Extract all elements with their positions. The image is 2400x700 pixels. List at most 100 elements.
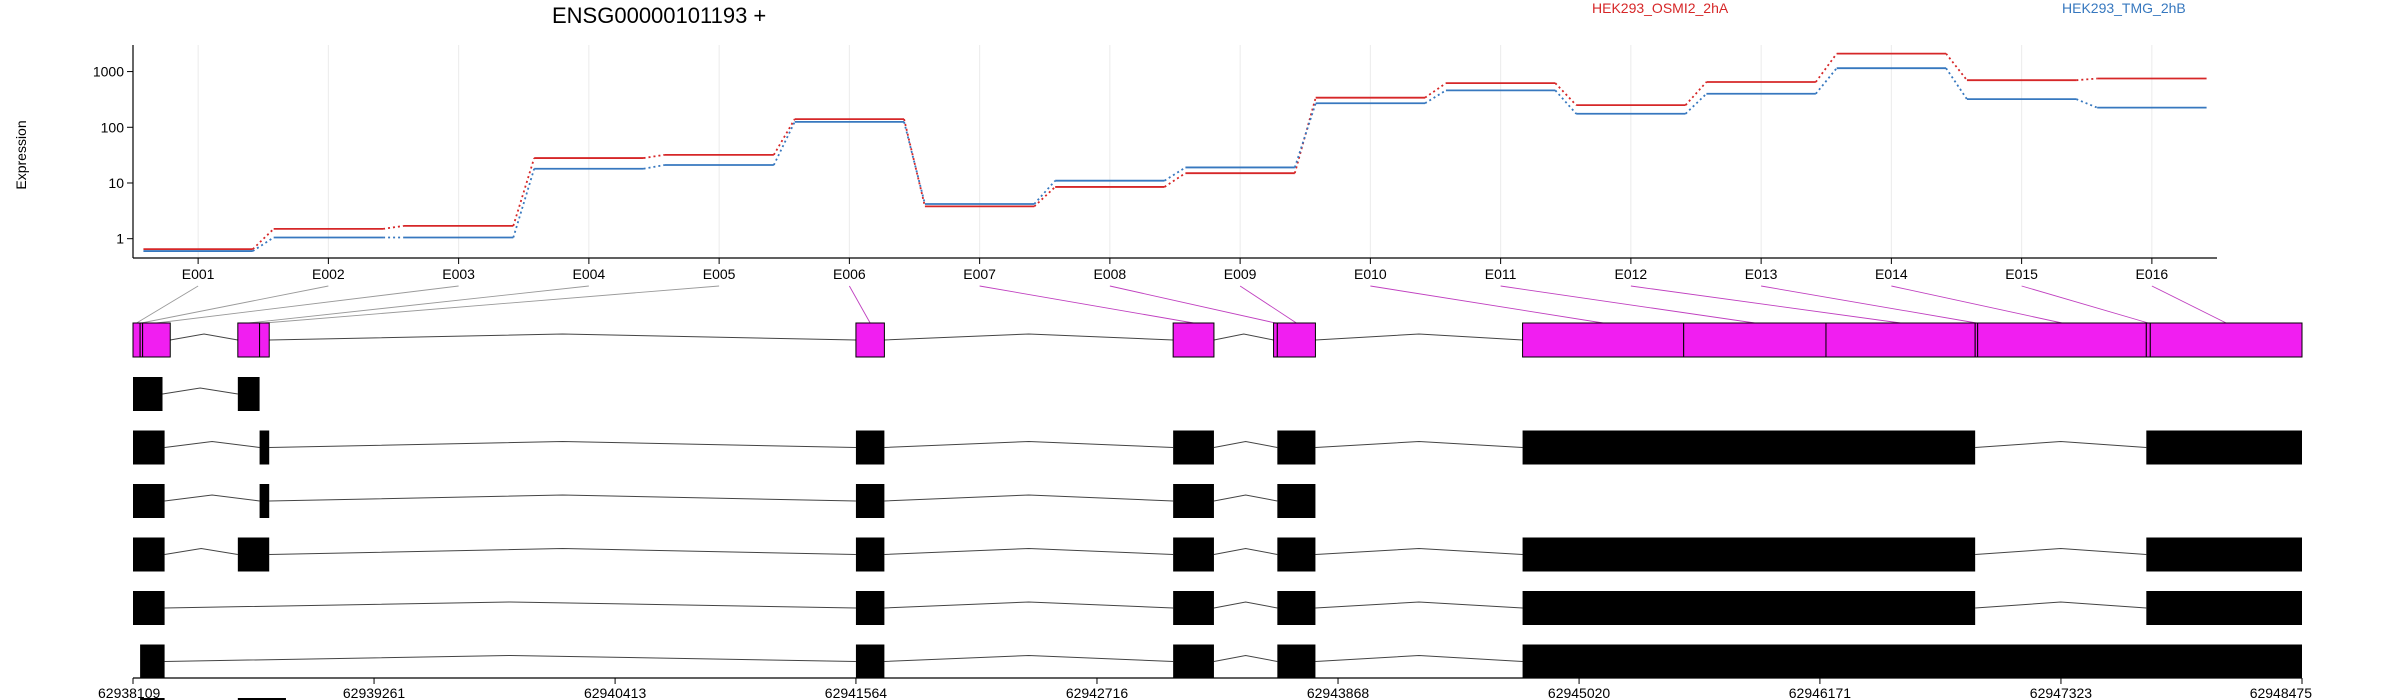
gene-model-exon-e005 [259,322,270,358]
gene-model-exon-e004 [237,322,261,358]
chart-title: ENSG00000101193 + [552,3,766,28]
gene-model-intron-2 [269,333,856,341]
y-tick-label-1: 1 [116,231,124,247]
genomic-tick-label-2: 62939261 [343,685,406,700]
connector-e003 [156,285,459,324]
transcript-2-intron-4 [1213,440,1278,448]
transcript-2-intron-1 [164,440,260,448]
y-tick-label-100: 100 [101,119,125,135]
x-gridlines [197,45,2153,258]
transcript-6-intron-3 [1213,654,1278,662]
series-2 [143,67,2207,252]
transcript-4-exon-5 [1277,537,1316,572]
series-1-link-5 [773,118,796,156]
x-tick-label-e009: E009 [1224,266,1257,282]
transcript-3-exon-4 [1173,484,1214,518]
transcript-2-exon-2 [259,430,270,465]
transcript-3-exon-5 [1277,484,1316,518]
legend-entry-tmg: HEK293_TMG_2hB [2062,0,2186,16]
transcript-2-exon-5 [1277,430,1316,465]
transcript-2-exon-7 [2146,430,2302,465]
series-2-link-9 [1293,102,1317,168]
x-tick-label-e012: E012 [1615,266,1648,282]
transcript-6-intron-4 [1315,654,1523,662]
series-1-link-11 [1554,82,1577,106]
genomic-tick-label-1: 62938109 [98,685,161,700]
transcript-6-exon-2 [855,644,885,679]
transcript-2-intron-5 [1315,440,1523,448]
gene-model-exon-e001 [132,322,141,358]
y-tick-label-1000: 1000 [93,64,124,80]
gene-model-exon-e015 [2145,322,2151,358]
gene-model-intron-1 [170,333,238,341]
transcript-6-exon-1 [140,644,165,679]
series-1-link-15 [2076,77,2098,82]
x-tick-label-e011: E011 [1485,266,1517,282]
genomic-tick-label-9: 62947323 [2030,685,2093,700]
transcript-6-exon-5 [1522,644,2302,679]
series-1-link-4 [643,153,665,159]
transcript-5-exon-6 [2146,591,2302,625]
transcript-7-exon-1 [140,698,165,700]
transcript-6-intron-1 [164,654,856,662]
series-2-link-6 [903,121,926,205]
genomic-tick-label-4: 62941564 [825,685,888,700]
series-1-link-3 [512,157,536,227]
x-tick-label-e016: E016 [2136,266,2169,282]
transcript-2-exon-3 [855,430,885,465]
transcript-4-exon-2 [237,537,270,572]
transcript-5-intron-5 [1975,601,2147,609]
transcript-2-exon-6 [1522,430,1976,465]
x-axis: E001 E002 E003 E004 E005 E006 E007 E008 E009 E010… [182,258,2169,282]
gene-model-intron-3 [884,333,1174,341]
transcript-2-intron-6 [1975,440,2147,448]
series-2-link-7 [1033,180,1056,205]
x-tick-label-e003: E003 [442,266,475,282]
x-tick-label-e013: E013 [1745,266,1778,282]
genomic-axis: 62938109 62939261 62940413 62941564 62942716… [98,678,2312,700]
y-tick-label-10: 10 [108,175,124,191]
transcript-4-exon-1 [133,537,165,572]
transcript-tracks [133,377,2302,700]
transcript-5-exon-4 [1277,591,1316,625]
series-1-link-12 [1684,81,1708,106]
transcript-3-exon-1 [133,484,165,518]
x-tick-label-e014: E014 [1875,266,1908,282]
transcript-5-intron-2 [884,601,1174,609]
connector-e010 [1370,285,1604,324]
series-2-link-4 [643,164,665,170]
y-axis: 1 10 100 1000 [93,64,133,247]
connector-e007 [979,285,1194,324]
gene-model-exon-e003 [142,322,171,358]
genomic-tick-label-8: 62946171 [1789,685,1852,700]
gene-model-intron-4 [1213,333,1274,341]
gene-model-exon-e008 [1273,322,1278,358]
transcript-2-exon-4 [1173,430,1214,465]
genomic-tick-label-7: 62945020 [1548,685,1611,700]
transcript-3-exon-3 [855,484,885,518]
series-2-link-3 [512,168,536,238]
x-tick-label-e015: E015 [2005,266,2038,282]
transcript-5-exon-1 [133,591,165,625]
genomic-tick-label-6: 62943868 [1307,685,1370,700]
connector-e005 [264,285,720,324]
genomic-tick-label-3: 62940413 [584,685,647,700]
transcript-4 [133,537,2302,572]
x-tick-label-e004: E004 [573,266,606,282]
gene-model-exon-e007 [1172,322,1215,358]
transcript-5-intron-1 [164,601,856,609]
connector-e013 [1761,285,1977,324]
transcript-4-intron-5 [1315,547,1523,555]
gene-model-exon-e009 [1276,322,1316,358]
connector-e014 [1891,285,2063,324]
connector-e011 [1500,285,1755,324]
connector-e004 [248,285,589,324]
series-2-link-13 [1815,67,1838,95]
transcript-3-intron-2 [269,494,856,502]
gene-model-intron-5 [1315,333,1523,341]
transcript-2-exon-1 [133,430,165,465]
transcript-4-exon-6 [1522,537,1976,572]
transcript-3-exon-2 [259,484,270,518]
series-2-link-8 [1164,166,1186,182]
